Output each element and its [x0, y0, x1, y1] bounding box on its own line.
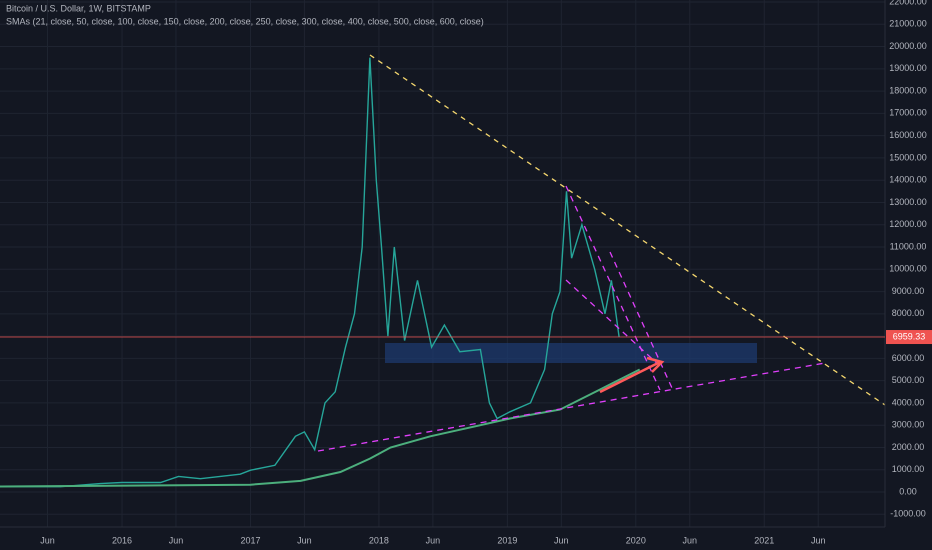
zone-rectangle	[385, 343, 757, 363]
series-line	[0, 368, 641, 488]
channel-line	[609, 251, 673, 389]
y-tick-label: 20000.00	[889, 41, 927, 51]
arrow-head	[646, 356, 665, 373]
last-price-badge	[886, 330, 932, 345]
y-tick-label: 18000.00	[889, 85, 927, 95]
x-tick-label: Jun	[40, 535, 55, 545]
x-tick-label: 2021	[754, 535, 774, 545]
x-tick-label: Jun	[554, 535, 569, 545]
last-price-label: 6959.33	[893, 331, 926, 341]
y-tick-label: 5000.00	[892, 375, 925, 385]
x-tick-label: Jun	[683, 535, 698, 545]
y-tick-label: 19000.00	[889, 63, 927, 73]
y-tick-label: 10000.00	[889, 264, 927, 274]
x-tick-label: 2020	[626, 535, 646, 545]
series-line	[0, 57, 620, 488]
y-tick-label: 21000.00	[889, 19, 927, 29]
y-tick-label: 17000.00	[889, 108, 927, 118]
x-tick-label: Jun	[169, 535, 184, 545]
x-tick-label: 2018	[369, 535, 389, 545]
y-tick-label: 13000.00	[889, 197, 927, 207]
indicator-legend: SMAs (21, close, 50, close, 100, close, …	[6, 16, 484, 26]
y-tick-label: 2000.00	[892, 442, 925, 452]
y-tick-label: 0.00	[899, 486, 917, 496]
x-tick-label: Jun	[811, 535, 826, 545]
y-tick-label: 8000.00	[892, 308, 925, 318]
y-tick-label: 22000.00	[889, 0, 927, 6]
x-tick-label: Jun	[426, 535, 441, 545]
y-tick-label: 3000.00	[892, 420, 925, 430]
y-tick-label: 16000.00	[889, 130, 927, 140]
x-tick-label: 2017	[240, 535, 260, 545]
channel-line	[565, 185, 661, 391]
y-tick-label: 4000.00	[892, 397, 925, 407]
trendline	[317, 362, 826, 452]
y-tick-label: 11000.00	[890, 241, 927, 251]
x-tick-label: Jun	[297, 535, 312, 545]
y-tick-label: 12000.00	[889, 219, 927, 229]
y-tick-label: 1000.00	[892, 464, 925, 474]
grid	[0, 0, 885, 527]
x-tick-label: 2016	[112, 535, 132, 545]
y-tick-label: 9000.00	[892, 286, 925, 296]
arrow	[599, 360, 661, 394]
y-tick-label: 14000.00	[889, 175, 927, 185]
y-tick-label: 15000.00	[889, 152, 927, 162]
chart-title: Bitcoin / U.S. Dollar, 1W, BITSTAMP	[6, 3, 151, 13]
trendline	[369, 54, 886, 406]
y-tick-label: 6000.00	[892, 353, 925, 363]
series	[0, 57, 641, 488]
y-tick-label: -1000.00	[890, 509, 926, 519]
x-tick-label: 2019	[497, 535, 517, 545]
